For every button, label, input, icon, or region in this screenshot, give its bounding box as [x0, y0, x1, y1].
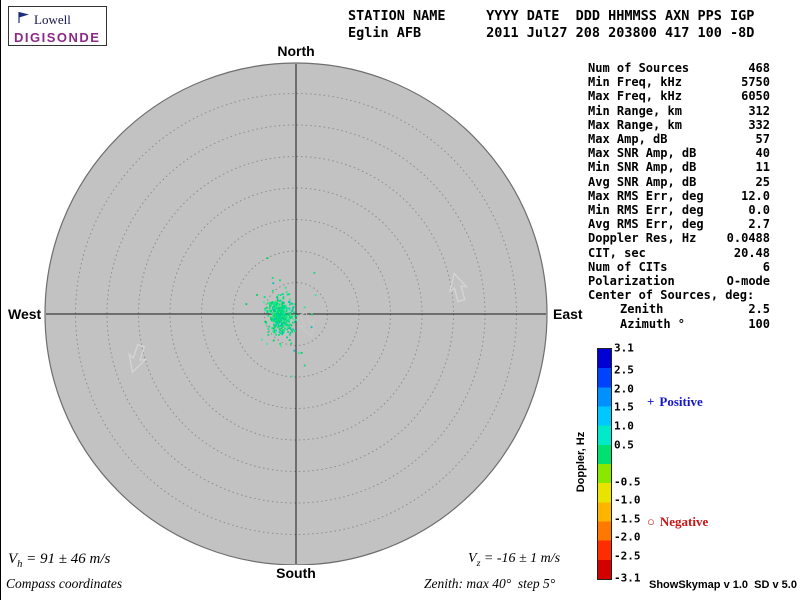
vertical-velocity-readout: Vz = -16 ± 1 m/s [468, 551, 561, 569]
stat-row: Min Range, km 312 [588, 103, 770, 118]
colorbar-tick-labels: 3.1 2.5 2.0 1.5 1.0 0.5 -0.5 -1.0 -1.5 -2.0 -2.5 -3… [614, 342, 658, 585]
compass-label-east: East [553, 306, 583, 322]
plus-icon: + [647, 394, 655, 409]
horizontal-velocity-readout: Vh = 91 ± 46 m/s [8, 551, 111, 570]
stat-row: Azimuth ° 100 [620, 316, 770, 331]
logo-name: Lowell [34, 12, 71, 27]
drift-arrow-center [297, 311, 315, 338]
stat-row: Num of CITs 6 [588, 259, 770, 274]
stat-row: Avg RMS Err, deg 2.7 [588, 217, 770, 232]
zenith-range-note: Zenith: max 40° step 5° [424, 576, 556, 591]
station-header: STATION NAME YYYY DATE DDD HHMMSS AXN PP… [348, 8, 754, 42]
measurement-stats-panel: Num of Sources 468 Min Freq, kHz 5750 Max Fr… [588, 61, 770, 331]
colorbar-tick: 1.0 [614, 419, 634, 433]
stat-row: Min RMS Err, deg 0.0 [588, 203, 770, 218]
colorbar-tick: 0.5 [614, 438, 634, 451]
compass-label-west: West [8, 306, 42, 322]
stat-row: Min Freq, kHz 5750 [588, 75, 770, 90]
compass-label-north: North [277, 43, 315, 59]
circle-icon: ○ [647, 514, 655, 529]
colorbar-tick: -3.1 [614, 571, 641, 585]
stat-row: Max Range, km 332 [588, 117, 770, 132]
colorbar-axis-label: Doppler, Hz [575, 431, 587, 493]
stat-row: CIT, sec 20.48 [588, 245, 770, 260]
skymap-plot [44, 62, 548, 566]
stat-row: Avg SNR Amp, dB 25 [588, 174, 770, 189]
stat-row: Max Freq, kHz 6050 [588, 89, 770, 104]
doppler-colorbar [597, 348, 612, 580]
stat-row: Max SNR Amp, dB 40 [588, 146, 770, 161]
stat-row: Max RMS Err, deg 12.0 [588, 188, 770, 203]
colorbar-tick: -1.0 [614, 493, 641, 507]
colorbar-tick: -1.5 [614, 512, 641, 526]
stat-row: Min SNR Amp, dB 11 [588, 160, 770, 175]
stat-row: Num of Sources 468 [588, 61, 770, 75]
drift-arrow-west [128, 343, 148, 374]
legend-positive: + Positive [647, 394, 703, 410]
colorbar-tick: -2.5 [614, 549, 641, 563]
logo-product: DIGISONDE [14, 30, 101, 45]
header-station-values: Eglin AFB 2011 Jul27 208 203800 417 100 … [348, 25, 755, 41]
source-scatter-points [245, 257, 317, 378]
colorbar-tick: 2.0 [614, 382, 634, 396]
coordinates-note: Compass coordinates [6, 576, 123, 591]
crosshair-axes [46, 64, 546, 564]
pennant-flag-icon [16, 10, 31, 30]
stat-row: Max Amp, dB 57 [588, 132, 770, 147]
stat-row: Doppler Res, Hz 0.0488 [588, 231, 770, 246]
software-version-credit: ShowSkymap v 1.0 SD v 5.0 [649, 579, 797, 591]
drift-arrow-east [448, 272, 469, 303]
colorbar-tick: 1.5 [614, 400, 634, 414]
colorbar-tick: -0.5 [614, 475, 641, 488]
stat-row: Center of Sources, deg: [588, 288, 755, 303]
stat-row: Polarization O-mode [588, 274, 770, 289]
colorbar-tick: 2.5 [614, 363, 634, 377]
colorbar-tick: 3.1 [614, 341, 634, 355]
header-column-titles: STATION NAME YYYY DATE DDD HHMMSS AXN PP… [348, 8, 755, 24]
compass-label-south: South [274, 565, 318, 581]
legend-positive-label: Positive [659, 394, 703, 409]
colorbar-tick: -2.0 [614, 530, 641, 544]
legend-negative-label: Negative [659, 514, 709, 529]
legend-negative: ○ Negative [647, 514, 708, 530]
stat-row: Zenith 2.5 [620, 302, 770, 317]
window-left-border [0, 0, 1, 600]
lowell-digisonde-logo: Lowell DIGISONDE [8, 6, 107, 46]
